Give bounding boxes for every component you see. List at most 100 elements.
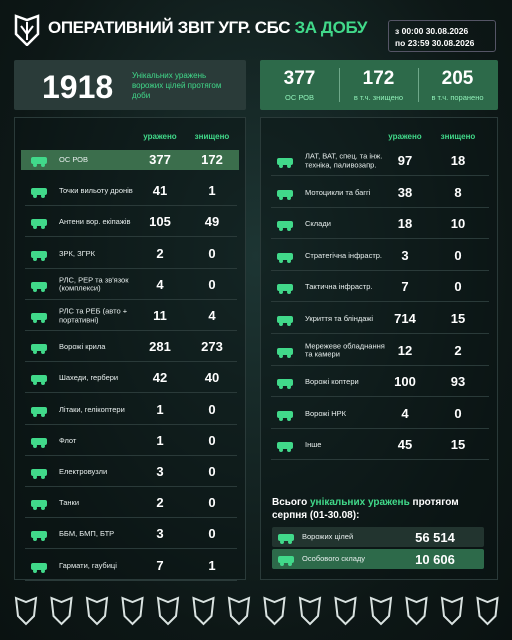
totals-value: 56 514: [415, 530, 455, 545]
row-icon: [31, 219, 47, 230]
period-box: з 00:00 30.08.2026 по 23:59 30.08.2026: [388, 20, 496, 52]
row-icon: [31, 157, 47, 167]
emblem: [369, 596, 393, 626]
totals-row: [272, 549, 484, 569]
row-icon: [31, 562, 47, 573]
totals-row: [272, 527, 484, 547]
row-destroyed: 273: [201, 339, 223, 355]
row-label: Стратегічна інфрастр.: [305, 250, 383, 260]
row-hit: 100: [394, 374, 416, 390]
row-divider: [25, 579, 237, 581]
summary-item-label: в т.ч. знищено: [353, 93, 404, 102]
row-hit: 3: [156, 464, 164, 479]
row-label: Гармати, гаубиці: [59, 560, 117, 570]
row-divider: [271, 301, 489, 303]
row-icon: [31, 469, 47, 479]
row-divider: [25, 423, 237, 425]
title-main: ОПЕРАТИВНИЙ ЗВІТ УГР. СБС: [48, 18, 291, 37]
row-icon: [277, 189, 293, 200]
row-label: Антени вор. екіпажів: [59, 217, 131, 227]
column-header: знищено: [194, 132, 230, 141]
summary-item-label: в т.ч. поранено: [431, 93, 484, 102]
row-hit: 4: [401, 405, 409, 421]
emblem: [334, 596, 357, 626]
row-icon: [277, 158, 293, 168]
summary-item-value: 377: [283, 68, 316, 89]
summary-right: 377 ОС РОВ 172 в т.ч. знищено 205 в т.ч. пора…: [260, 60, 498, 110]
emblem: [85, 596, 109, 626]
row-divider: [25, 330, 237, 331]
row-label: Мотоцикли та баггі: [305, 187, 371, 197]
row-icon: [277, 284, 293, 295]
row-divider: [25, 454, 237, 456]
emblem: [156, 596, 180, 626]
row-label: РЛС та РЕБ (авто + портативні): [59, 306, 128, 324]
row-divider: [271, 238, 489, 240]
row-destroyed: 15: [450, 311, 466, 326]
emblem: [14, 596, 38, 626]
row-destroyed: 8: [454, 184, 462, 200]
emblem: [476, 596, 499, 626]
row-label: Ворожі НРК: [305, 408, 346, 418]
summary-label: Унікальних уражень ворожих цілей протяго…: [132, 71, 222, 100]
row-label: Тактична інфрастр.: [305, 282, 373, 292]
row-divider: [25, 517, 237, 519]
row-icon: [31, 406, 47, 417]
logo: [14, 14, 40, 46]
emblem: [263, 596, 286, 626]
row-hit: 377: [149, 152, 171, 167]
row-label: ЛАТ, ВАТ, спец. та інж. техніка, паливоз…: [305, 151, 383, 169]
divider: [339, 68, 340, 102]
row-destroyed: 172: [201, 152, 223, 167]
row-divider: [25, 236, 237, 238]
row-hit: 2: [156, 495, 164, 511]
row-label: Інше: [305, 440, 322, 450]
row-hit: 18: [397, 216, 413, 232]
right-panel: уражено знищено ЛАТ, ВАТ, спец. та інж. те…: [260, 117, 498, 580]
period-from: з 00:00 30.08.2026: [395, 26, 469, 36]
emblem: [405, 596, 428, 626]
totals-title-start: Всього: [272, 497, 308, 508]
row-icon: [277, 347, 293, 358]
row-divider: [25, 392, 237, 394]
row-divider: [271, 269, 489, 271]
row-label: Склади: [305, 218, 331, 228]
emblem: [440, 596, 464, 626]
row-hit: 42: [152, 370, 168, 386]
row-label: Ворожі коптери: [305, 376, 359, 386]
row-label: ОС РОВ: [59, 154, 89, 164]
column-header: знищено: [440, 132, 476, 141]
row-divider: [25, 361, 237, 363]
row-highlight: [21, 150, 239, 170]
row-destroyed: 0: [454, 279, 462, 295]
row-icon: [277, 252, 293, 263]
row-label: ЗРК, ЗГРК: [59, 248, 96, 258]
left-panel: уражено знищено ОС РОВ 377 172 Точки вильоту …: [14, 117, 246, 581]
row-divider: [25, 267, 237, 269]
row-icon: [278, 534, 294, 544]
row-icon: [277, 410, 293, 421]
row-icon: [277, 379, 293, 390]
row-hit: 2: [156, 245, 164, 261]
row-hit: 7: [401, 279, 409, 295]
emblem: [50, 596, 73, 626]
row-divider: [25, 548, 237, 550]
row-hit: 45: [397, 437, 413, 453]
divider: [418, 68, 419, 102]
summary-item-value: 205: [441, 68, 474, 89]
row-icon: [277, 442, 293, 453]
row-destroyed: 0: [208, 432, 216, 448]
row-destroyed: 0: [208, 526, 216, 542]
row-hit: 97: [397, 153, 413, 168]
row-label: Танки: [59, 497, 80, 507]
summary-item-label: ОС РОВ: [284, 93, 314, 102]
row-destroyed: 0: [208, 245, 216, 261]
row-icon: [31, 437, 47, 448]
row-hit: 3: [401, 247, 409, 263]
row-destroyed: 4: [208, 308, 216, 323]
summary-value: 1918: [42, 69, 114, 105]
row-label: Електровузли: [59, 466, 108, 476]
row-icon: [31, 531, 47, 542]
row-hit: 105: [149, 214, 171, 230]
